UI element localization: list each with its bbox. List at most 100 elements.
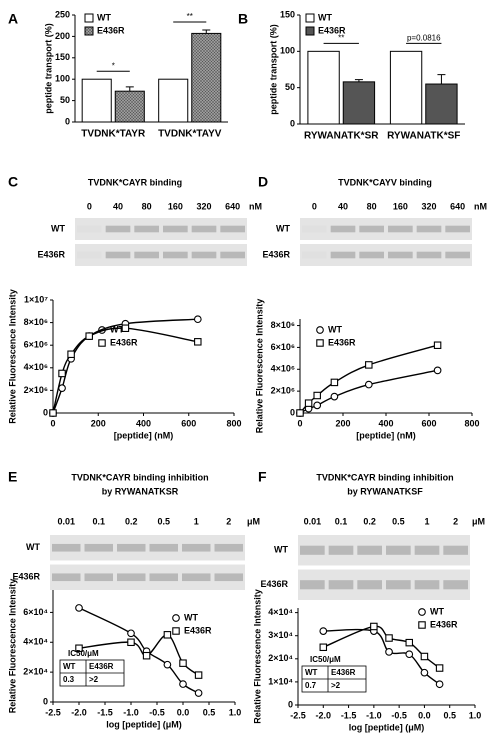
y-tick-label: 3×10⁴ (268, 630, 293, 640)
marker (365, 361, 373, 369)
legend-label: WT (318, 12, 332, 22)
gel-band (359, 225, 384, 233)
bar (307, 50, 340, 125)
y-tick-label: 4×10⁶ (24, 362, 48, 372)
gel-strip (75, 218, 247, 240)
lane-label: 0.1 (335, 516, 348, 526)
marker (163, 660, 172, 669)
x-axis-label: [peptide] (nM) (356, 430, 415, 440)
gel-band (163, 225, 188, 233)
marker (405, 638, 414, 647)
x-tick-label: 800 (226, 418, 241, 428)
marker (405, 650, 414, 659)
gel-band (445, 251, 470, 259)
gel-band (443, 545, 468, 555)
x-tick-label: TVDNK*TAYV (158, 129, 222, 140)
significance-label: ** (338, 33, 344, 42)
lane-unit: μM (247, 516, 260, 526)
x-tick-label: 200 (335, 418, 350, 428)
lane-label: 0.01 (304, 516, 322, 526)
table-value: 0.7 (305, 681, 317, 690)
x-tick-label: 0.5 (203, 707, 216, 717)
lane-label: 0.1 (92, 516, 105, 526)
y-axis-label: Relative Fluorescence Intensity (252, 589, 262, 724)
gel-strip (75, 244, 247, 266)
lane-label: 40 (338, 201, 348, 211)
legend-swatch (305, 13, 315, 23)
error-bar (202, 29, 211, 34)
lane-label: 320 (196, 201, 211, 211)
legend-label: WT (184, 612, 198, 622)
gel-strip (298, 569, 470, 600)
lane-label: 640 (450, 201, 465, 211)
marker (316, 326, 324, 334)
y-axis-label: peptide transport (%) (43, 23, 53, 114)
table-header: E436R (89, 662, 114, 671)
marker (179, 680, 187, 688)
table-value: >2 (331, 681, 341, 690)
significance-label: ** (187, 12, 193, 21)
marker (194, 671, 203, 679)
lane-label: 80 (367, 201, 377, 211)
legend-label: WT (110, 324, 124, 334)
legend-label: E436R (328, 337, 356, 347)
marker (420, 668, 429, 677)
y-tick-label: 0 (290, 118, 295, 128)
marker (313, 401, 322, 410)
gel-band (149, 573, 178, 582)
y-tick-label: 1×10⁴ (268, 676, 293, 686)
gel-band (416, 225, 442, 233)
x-tick-label: -2.5 (45, 707, 61, 717)
y-tick-label: 50 (60, 95, 70, 105)
legend-label: WT (430, 606, 444, 616)
x-tick-label: -2.0 (316, 710, 332, 720)
gel-band (359, 251, 384, 259)
legend-label: E436R (430, 619, 458, 629)
marker (370, 622, 378, 631)
gel-band (300, 545, 325, 555)
gel-band (134, 251, 159, 259)
panel-title: TVDNK*CAYR binding (88, 177, 182, 187)
x-tick-label: RYWANATK*SF (387, 131, 460, 142)
lane-label: 1 (424, 516, 429, 526)
x-tick-label: -2.0 (71, 707, 87, 717)
marker (67, 350, 75, 358)
gel-strip (50, 535, 245, 561)
x-tick-label: 0.0 (177, 707, 190, 717)
marker (58, 369, 66, 378)
gel-band (357, 545, 382, 555)
x-tick-label: 0.0 (418, 710, 431, 720)
marker (385, 634, 393, 642)
marker (127, 638, 135, 647)
marker (194, 689, 203, 697)
gel-band (182, 543, 211, 552)
y-tick-label: 0 (288, 699, 293, 709)
lane-label: 2 (226, 516, 231, 526)
gel-band (134, 225, 159, 233)
x-tick-label: 600 (181, 418, 196, 428)
marker (433, 366, 442, 375)
lane-label: 320 (421, 201, 436, 211)
marker (58, 384, 66, 392)
lane-label: 160 (393, 201, 408, 211)
x-axis-label: [peptide] (nM) (114, 430, 173, 440)
gel-row-label: WT (26, 542, 40, 552)
y-tick-label: 150 (280, 9, 295, 19)
gel-band (77, 225, 102, 233)
y-tick-label: 100 (280, 46, 295, 56)
gel-row-label: E436R (12, 572, 40, 582)
x-tick-label: 0 (297, 418, 302, 428)
y-tick-label: 8×10⁶ (271, 320, 295, 330)
gel-band (117, 543, 146, 552)
marker (435, 680, 444, 689)
lane-unit: nM (249, 201, 262, 211)
lane-label: 0.01 (57, 516, 75, 526)
error-bar (125, 86, 134, 92)
y-axis-label: Relative Fluorescence Intensity (7, 579, 17, 714)
gel-band (445, 225, 470, 233)
lane-label: 640 (225, 201, 240, 211)
lane-label: 160 (168, 201, 183, 211)
y-tick-label: 2×10⁴ (268, 653, 293, 663)
x-tick-label: 400 (378, 418, 393, 428)
